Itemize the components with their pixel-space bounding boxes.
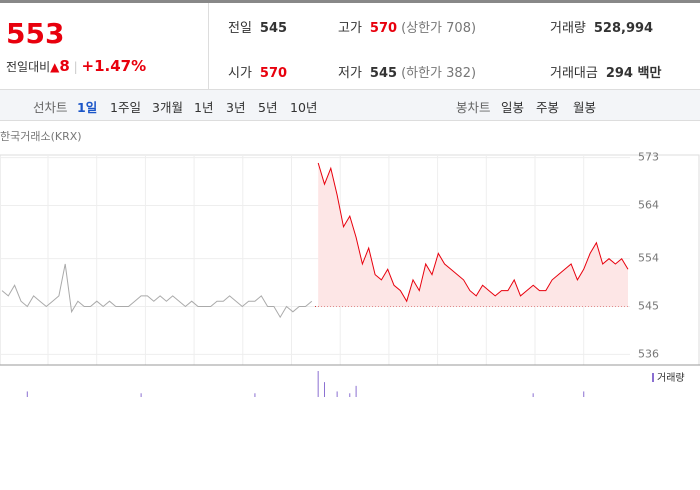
tab-item[interactable]: 주봉 xyxy=(536,100,560,115)
y-tick-label: 573 xyxy=(638,151,659,164)
tab-item[interactable]: 3년 xyxy=(226,100,246,115)
info-item: 시가 570 xyxy=(228,62,287,81)
change-value: 8 xyxy=(59,57,70,75)
source: 한국거래소(KRX) xyxy=(0,130,82,143)
price-line xyxy=(1,263,313,319)
info-label: 거래량 xyxy=(550,21,586,36)
legend-label: 거래량 xyxy=(657,372,685,384)
price: 553 xyxy=(6,17,65,50)
change: 전일대비▲8 | +1.47% xyxy=(6,57,147,75)
info-label: 거래대금 xyxy=(550,66,598,81)
legend-swatch xyxy=(652,373,654,382)
info-value: 570 xyxy=(259,66,288,81)
info-sub: (하한가 382) xyxy=(401,66,477,81)
info-value: 528,994 xyxy=(593,21,654,36)
area xyxy=(318,163,628,307)
info-item: 전일 545 xyxy=(228,17,287,36)
tab-label: 봉차트 xyxy=(456,100,491,115)
info-label: 고가 xyxy=(338,21,362,36)
tab-item[interactable]: 1년 xyxy=(194,100,214,115)
tab-item[interactable]: 일봉 xyxy=(501,100,525,115)
info-item: 저가 545 (하한가 382) xyxy=(338,62,476,81)
info-label: 저가 xyxy=(338,66,362,81)
tab-item[interactable]: 월봉 xyxy=(573,100,597,115)
info-item: 거래대금 294 백만 xyxy=(550,62,661,81)
info-value: 545 xyxy=(259,21,288,36)
info-sub: (상한가 708) xyxy=(401,21,477,36)
tab-bar: 선차트 1일 1주일 3개월 1년 3년 5년 10년 봉차트 일봉 주봉 월봉 xyxy=(0,90,700,121)
info-value: 545 xyxy=(369,66,398,81)
info-value: 294 백만 xyxy=(605,66,662,81)
y-tick-label: 554 xyxy=(638,252,659,265)
info-item: 고가 570 (상한가 708) xyxy=(338,17,476,36)
price-box: 553 전일대비▲8 | +1.47% xyxy=(0,3,209,90)
tab-item[interactable]: 3개월 xyxy=(152,100,183,115)
change-rate: +1.47% xyxy=(81,57,147,75)
tab-item[interactable]: 1주일 xyxy=(110,100,141,115)
info-item: 거래량 528,994 xyxy=(550,17,653,36)
price-line xyxy=(317,162,629,303)
tab-item[interactable]: 1일 xyxy=(77,100,98,115)
change-label: 전일대비 xyxy=(6,60,51,74)
y-tick-label: 536 xyxy=(638,347,659,360)
tab-item[interactable]: 10년 xyxy=(290,100,318,115)
summary: 553 전일대비▲8 | +1.47% 전일 545 고가 570 (상한가 708) 거… xyxy=(0,0,700,90)
tab-label: 선차트 xyxy=(33,100,68,115)
info-label: 전일 xyxy=(228,21,252,36)
tab-item[interactable]: 5년 xyxy=(258,100,278,115)
info-label: 시가 xyxy=(228,66,252,81)
y-tick-label: 545 xyxy=(638,300,659,313)
chart: 한국거래소(KRX) 573 564 554 545 536 거래량 xyxy=(0,130,700,397)
info-value: 570 xyxy=(369,21,398,36)
y-tick-label: 564 xyxy=(638,199,659,212)
